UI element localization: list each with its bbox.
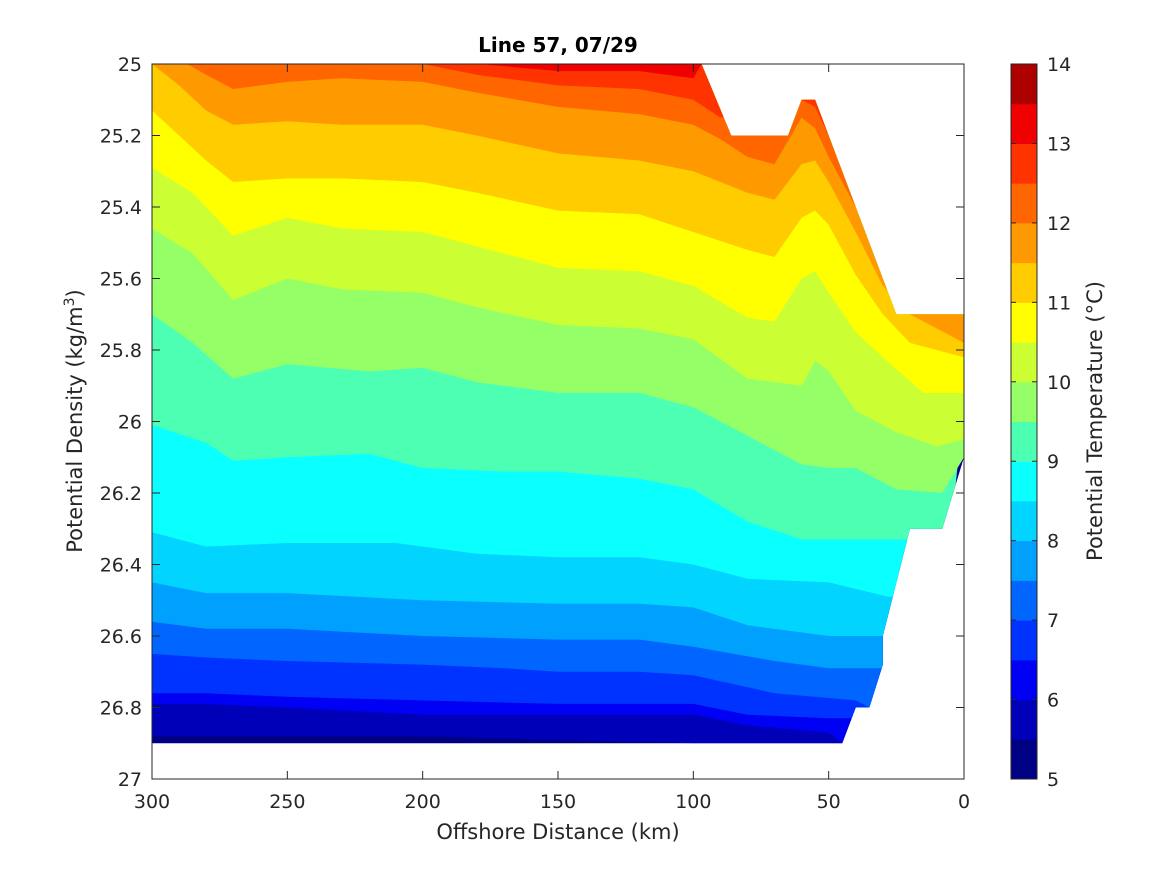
colorbar-swatch [1011,699,1037,740]
colorbar-swatch [1011,64,1037,105]
colorbar-tick-label: 9 [1047,451,1059,473]
colorbar-swatch [1011,183,1037,224]
colorbar-swatch [1011,659,1037,701]
colorbar-swatch [1011,222,1037,264]
x-axis-label: Offshore Distance (km) [436,820,679,844]
colorbar-tick-label: 7 [1047,610,1059,632]
y-axis-label: Potential Density (kg/m3) [62,289,87,553]
x-tick-label: 50 [817,791,841,813]
y-tick-label: 25.4 [100,197,142,219]
plot-area [152,64,964,744]
y-tick-label: 25.8 [100,340,142,362]
colorbar-tick-label: 6 [1047,690,1059,712]
y-axis-label-close: ) [63,289,87,297]
colorbar-swatch [1011,342,1037,383]
colorbar-swatch [1011,620,1037,661]
x-tick-label: 300 [134,791,170,813]
y-tick-label: 25.6 [100,269,142,291]
colorbar-swatch [1011,143,1037,184]
colorbar-swatch [1011,461,1037,502]
colorbar-swatch [1011,540,1037,581]
x-tick-label: 250 [269,791,305,813]
colorbar-tick-label: 13 [1047,133,1071,155]
colorbar-tick-label: 5 [1047,769,1059,791]
contour-fills [152,64,964,744]
colorbar [1011,64,1037,780]
x-tick-label: 150 [540,791,576,813]
colorbar-swatch [1011,262,1037,303]
y-tick-label: 26.2 [100,483,142,505]
colorbar-tick-label: 12 [1047,213,1071,235]
colorbar-tick-label: 11 [1047,292,1071,314]
colorbar-tick-label: 10 [1047,372,1071,394]
colorbar-swatch [1011,580,1037,621]
x-tick-label: 200 [405,791,441,813]
colorbar-frame [1010,63,1038,780]
y-tick-label: 26.8 [100,698,142,720]
colorbar-tick-label: 8 [1047,531,1059,553]
y-tick-label: 25.2 [100,126,142,148]
y-axis-label-main: Potential Density (kg/m [63,306,87,552]
colorbar-tick-label: 14 [1047,54,1071,76]
y-tick-label: 26.6 [100,626,142,648]
y-tick-label: 25 [118,54,142,76]
colorbar-swatch [1011,739,1037,780]
chart-title: Line 57, 07/29 [478,33,638,57]
y-tick-label: 26.4 [100,555,142,577]
colorbar-swatch [1011,103,1037,144]
colorbar-label: Potential Temperature (°C) [1083,281,1107,561]
colorbar-swatch [1011,302,1037,343]
colorbar-swatch [1011,421,1037,462]
colorbar-ticks: 5 6 7 8 9 10 11 12 13 14 [1011,54,1071,791]
colorbar-swatch [1011,500,1037,542]
y-axis: 25 25.2 25.4 25.6 25.8 26 26.2 26.4 26.6 26.8 27 [100,54,964,791]
x-axis: 300 250 200 150 100 50 0 [134,64,970,813]
y-tick-label: 26 [118,412,142,434]
x-tick-label: 0 [958,791,970,813]
x-tick-label: 100 [675,791,711,813]
y-tick-label: 27 [118,769,142,791]
y-axis-label-superscript: 3 [62,297,78,306]
colorbar-swatch [1011,381,1037,422]
